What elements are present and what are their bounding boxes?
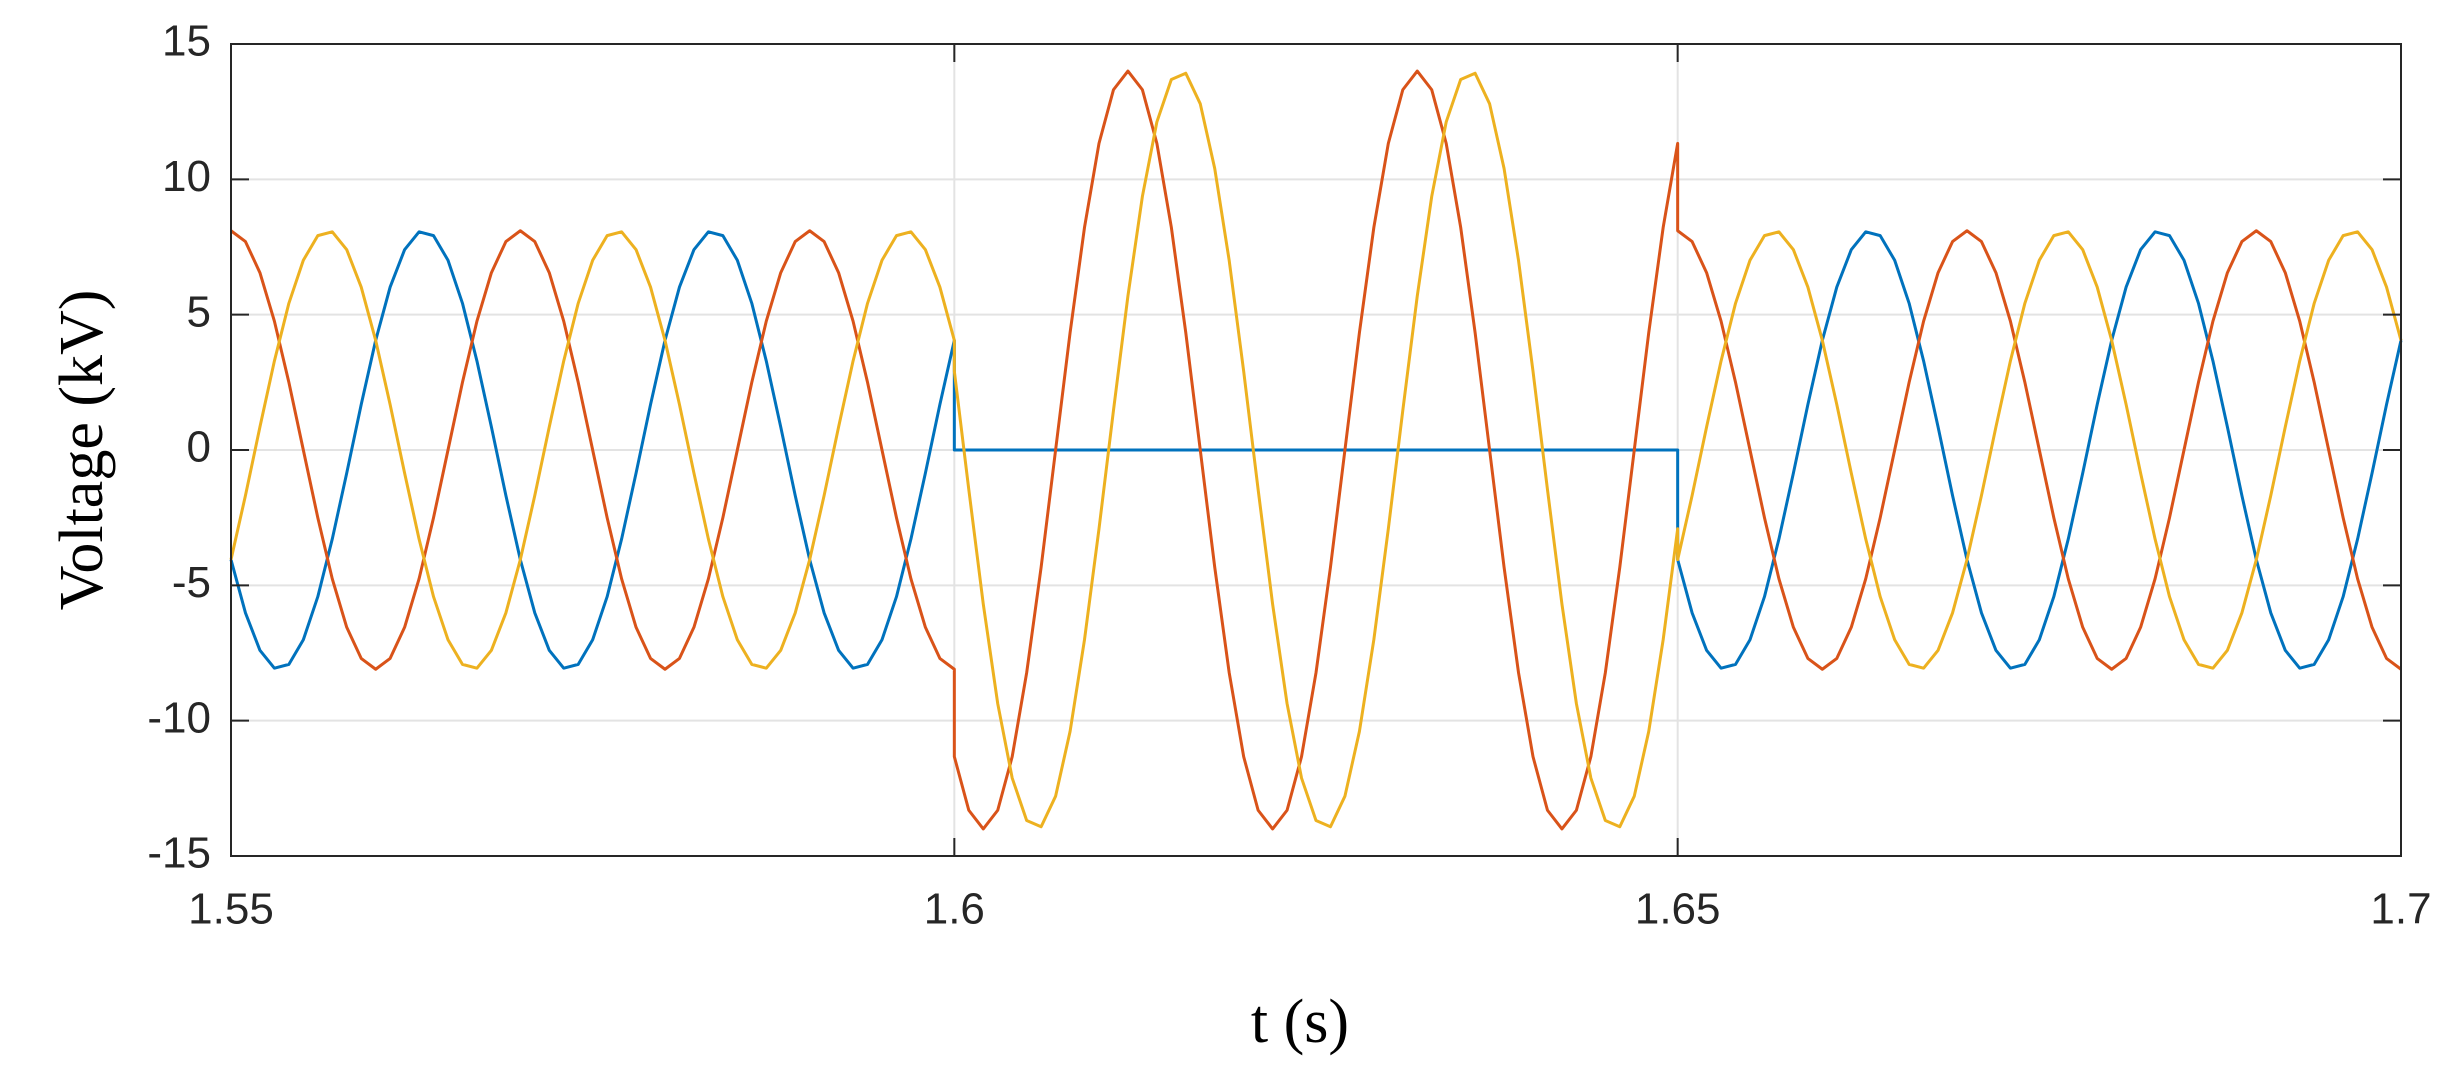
- y-tick-label: -15: [147, 829, 211, 878]
- y-tick-label: 0: [187, 423, 211, 472]
- y-tick-label: 10: [162, 152, 211, 201]
- series-line: [229, 230, 2403, 670]
- y-tick-label: -5: [172, 558, 211, 607]
- y-axis-label: Voltage (kV): [48, 290, 116, 611]
- x-tick-label: 1.65: [1635, 885, 1721, 934]
- x-tick-label: 1.7: [2370, 885, 2431, 934]
- ticks: -15 -10 -5 0 5 10 15 1.55 1.6 1.65 1.7: [147, 17, 2431, 934]
- series-line: [230, 69, 2402, 831]
- plot-lines: [229, 69, 2403, 831]
- y-tick-label: -10: [147, 693, 211, 742]
- y-tick-label: 15: [162, 17, 211, 66]
- series-line: [229, 71, 2403, 829]
- x-axis-label: t (s): [1251, 988, 1349, 1056]
- x-tick-label: 1.6: [924, 885, 985, 934]
- x-tick-label: 1.55: [188, 885, 274, 934]
- y-tick-label: 5: [187, 287, 211, 336]
